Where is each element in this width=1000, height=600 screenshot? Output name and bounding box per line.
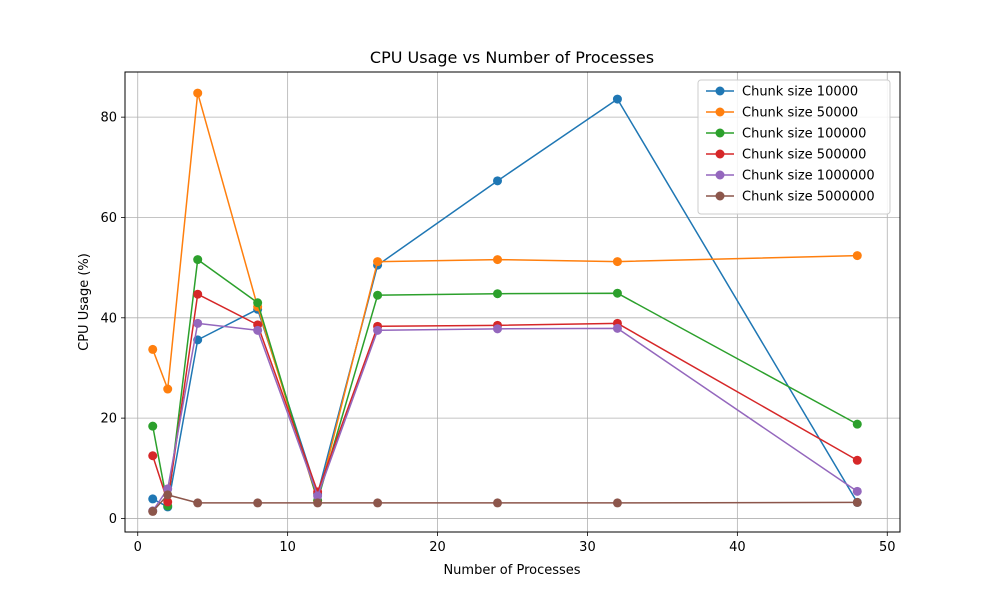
legend-label: Chunk size 10000 (742, 85, 858, 100)
y-axis-title: CPU Usage (%) (77, 253, 92, 351)
data-point (612, 323, 622, 333)
legend-label: Chunk size 500000 (742, 148, 866, 163)
data-point (612, 257, 622, 267)
legend-box (697, 79, 891, 215)
data-point (852, 455, 862, 465)
data-point (193, 88, 203, 98)
legend-label: Chunk size 1000000 (742, 169, 875, 184)
data-point (148, 344, 158, 354)
data-point (148, 494, 158, 504)
data-point (313, 498, 323, 508)
legend-swatch-marker (715, 170, 725, 180)
y-tick-label: 60 (100, 211, 117, 226)
data-point (163, 490, 173, 500)
data-point (373, 325, 383, 335)
data-point (373, 498, 383, 508)
x-axis-title: Number of Processes (443, 563, 580, 578)
data-point (852, 497, 862, 507)
data-point (163, 384, 173, 394)
ticks: 0 10 20 30 40 50 0 20 40 60 80 (100, 111, 895, 555)
plot-frame (124, 71, 901, 533)
legend-item: Chunk size 5000000 (706, 190, 875, 205)
y-tick-label: 0 (109, 512, 117, 527)
legend-swatch-marker (715, 128, 725, 138)
legend-label: Chunk size 50000 (742, 106, 858, 121)
data-point (193, 255, 203, 265)
x-tick-label: 0 (134, 540, 142, 555)
legend-swatch-marker (715, 149, 725, 159)
legend-swatch-marker (715, 107, 725, 117)
legend-label: Chunk size 100000 (742, 127, 866, 142)
y-tick-label: 80 (100, 111, 117, 126)
data-point (852, 251, 862, 261)
data-point (253, 498, 263, 508)
x-tick-label: 10 (279, 540, 296, 555)
data-point (253, 298, 263, 308)
data-point (493, 176, 503, 186)
x-tick-label: 20 (429, 540, 446, 555)
data-point (163, 497, 173, 507)
legend: Chunk size 10000 Chunk size 50000 Chunk si… (697, 79, 891, 215)
series-5 (148, 318, 862, 516)
x-tick-label: 40 (729, 540, 746, 555)
data-point (493, 255, 503, 265)
y-tick-label: 20 (100, 412, 117, 427)
data-point (493, 498, 503, 508)
data-point (373, 257, 383, 267)
legend-label: Chunk size 5000000 (742, 190, 875, 205)
data-point (148, 506, 158, 516)
data-point (148, 421, 158, 431)
series-6 (148, 490, 862, 516)
data-point (493, 289, 503, 299)
legend-item: Chunk size 1000000 (706, 169, 875, 184)
data-point (193, 289, 203, 299)
data-point (193, 498, 203, 508)
legend-item: Chunk size 10000 (706, 85, 858, 100)
series-layer (148, 88, 862, 516)
data-point (852, 486, 862, 496)
legend-item: Chunk size 500000 (706, 148, 866, 163)
data-point (612, 498, 622, 508)
data-point (193, 318, 203, 328)
data-point (493, 324, 503, 334)
legend-item: Chunk size 50000 (706, 106, 858, 121)
data-point (852, 419, 862, 429)
data-point (313, 491, 323, 501)
legend-swatch-marker (715, 86, 725, 96)
data-point (253, 325, 263, 335)
y-tick-label: 40 (100, 311, 117, 326)
legend-item: Chunk size 100000 (706, 127, 866, 142)
chart-title: CPU Usage vs Number of Processes (370, 48, 654, 67)
x-tick-label: 50 (879, 540, 896, 555)
data-point (612, 94, 622, 104)
legend-swatch-marker (715, 191, 725, 201)
data-point (612, 288, 622, 298)
data-point (373, 290, 383, 300)
x-tick-label: 30 (579, 540, 596, 555)
data-point (148, 451, 158, 461)
